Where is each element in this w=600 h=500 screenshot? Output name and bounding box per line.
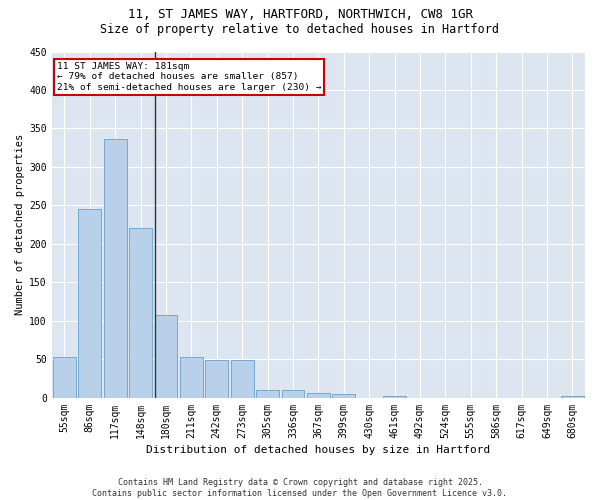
X-axis label: Distribution of detached houses by size in Hartford: Distribution of detached houses by size … [146,445,490,455]
Bar [129,228,152,398]
Bar [383,396,406,398]
Bar [180,357,203,398]
Y-axis label: Number of detached properties: Number of detached properties [15,134,25,316]
Bar [281,390,304,398]
Bar [104,140,127,398]
Bar [155,315,178,398]
Bar [332,394,355,398]
Bar [79,208,101,398]
Text: Contains HM Land Registry data © Crown copyright and database right 2025.
Contai: Contains HM Land Registry data © Crown c… [92,478,508,498]
Bar [307,392,330,398]
Bar [231,360,254,398]
Bar [205,360,228,398]
Bar [561,396,584,398]
Text: 11 ST JAMES WAY: 181sqm
← 79% of detached houses are smaller (857)
21% of semi-d: 11 ST JAMES WAY: 181sqm ← 79% of detache… [57,62,322,92]
Text: Size of property relative to detached houses in Hartford: Size of property relative to detached ho… [101,22,499,36]
Bar [256,390,279,398]
Text: 11, ST JAMES WAY, HARTFORD, NORTHWICH, CW8 1GR: 11, ST JAMES WAY, HARTFORD, NORTHWICH, C… [128,8,473,20]
Bar [53,357,76,398]
